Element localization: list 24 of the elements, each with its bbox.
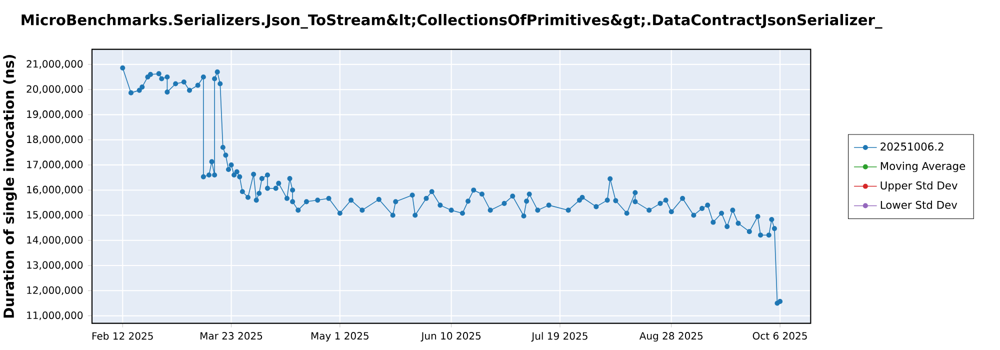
x-tick-label: Oct 6 2025 [752,332,807,340]
x-tick-label: Aug 28 2025 [639,332,703,342]
y-tick-label: 11,000,000 [27,312,83,320]
y-tick-label: 19,000,000 [27,110,83,119]
x-tick-label: Mar 23 2025 [200,332,262,340]
y-tick-label: 17,000,000 [27,160,83,170]
chart-title: MicroBenchmarks.Serializers.Json_ToStream&lt;CollectionsOfPrimitives&gt;.DataContractJsonSerializer_ [22,14,882,29]
x-tick-label: Jun 10 2025 [420,332,481,342]
x-tick-label: May 1 2025 [311,332,368,342]
legend-label: Lower Std Dev [880,200,958,209]
legend-label: Moving Average [880,162,966,172]
y-tick-label: 13,000,000 [27,261,83,270]
y-tick-label: 20,000,000 [26,85,83,94]
legend-label: Upper Std Dev [880,181,958,192]
x-tick-label: Jul 19 2025 [531,332,588,342]
y-tick-label: 14,000,000 [27,236,83,245]
y-tick-label: 12,000,000 [27,286,83,295]
y-tick-label: 16,000,000 [27,186,83,194]
y-tick-label: 21,000,000 [26,60,83,69]
y-tick-label: 18,000,000 [27,136,83,144]
legend-label: 20251006.2 [880,142,944,151]
y-tick-label: 15,000,000 [27,210,83,220]
y-axis-title: Duration of single invocation (ns) [3,55,17,318]
x-tick-label: Feb 12 2025 [92,332,153,340]
